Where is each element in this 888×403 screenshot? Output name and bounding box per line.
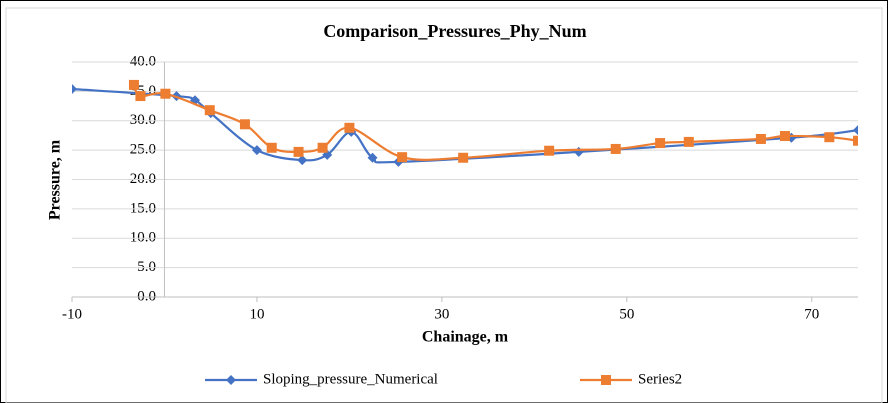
- marker: [655, 138, 666, 149]
- legend-label: Series2: [638, 371, 682, 387]
- marker: [755, 133, 766, 144]
- x-tick-label: 10: [249, 306, 264, 322]
- marker: [128, 79, 139, 90]
- y-tick-label: 40.0: [130, 53, 156, 69]
- y-tick-label: 30.0: [130, 112, 156, 128]
- y-tick-label: 10.0: [130, 230, 156, 246]
- y-tick-label: 20.0: [130, 171, 156, 187]
- chart-title: Comparison_Pressures_Phy_Num: [323, 21, 586, 41]
- marker: [683, 136, 694, 147]
- x-tick-label: 70: [804, 306, 819, 322]
- y-tick-label: 15.0: [130, 200, 156, 216]
- marker: [344, 122, 355, 133]
- marker: [601, 375, 611, 385]
- legend-label: Sloping_pressure_Numerical: [263, 371, 438, 387]
- x-axis-label: Chainage, m: [422, 329, 509, 346]
- marker: [135, 91, 146, 102]
- y-axis-label: Pressure, m: [47, 139, 64, 220]
- marker: [160, 88, 171, 99]
- marker: [458, 152, 469, 163]
- marker: [266, 142, 277, 153]
- x-tick-label: -10: [62, 306, 82, 322]
- marker: [853, 135, 858, 146]
- chart-area: [5, 7, 883, 403]
- marker: [317, 142, 328, 153]
- marker: [397, 152, 408, 163]
- x-tick-label: 50: [619, 306, 634, 322]
- marker: [204, 105, 215, 116]
- marker: [824, 132, 835, 143]
- marker: [779, 131, 790, 142]
- marker: [297, 155, 308, 166]
- marker: [853, 125, 858, 136]
- y-tick-label: 0.0: [137, 288, 156, 304]
- x-tick-label: 30: [434, 306, 449, 322]
- marker: [544, 145, 555, 156]
- marker: [72, 84, 77, 95]
- marker: [226, 375, 236, 385]
- marker: [239, 119, 250, 130]
- y-tick-label: 5.0: [137, 259, 156, 275]
- marker: [251, 145, 262, 156]
- marker: [367, 152, 378, 163]
- marker: [610, 143, 621, 154]
- y-tick-label: 25.0: [130, 142, 156, 158]
- marker: [293, 146, 304, 157]
